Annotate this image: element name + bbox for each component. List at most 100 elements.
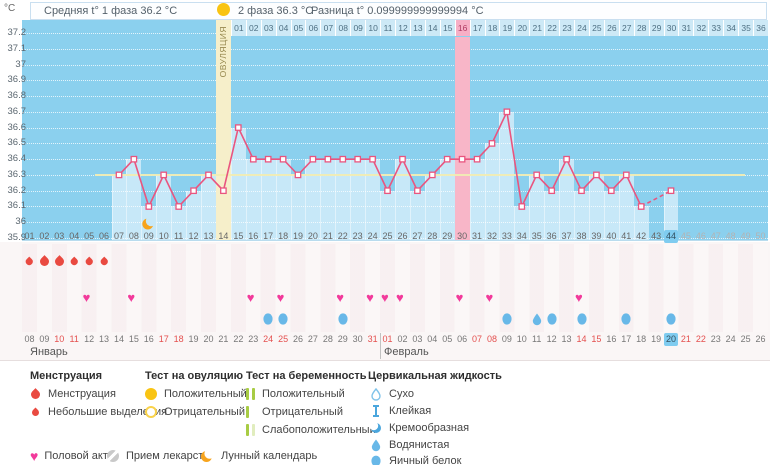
data-point[interactable]	[533, 171, 541, 179]
date-cell[interactable]: 23	[248, 334, 259, 344]
cycle-day-cell[interactable]: 49	[740, 231, 751, 241]
data-point[interactable]	[220, 187, 227, 195]
cycle-day-cell[interactable]: 28	[427, 231, 438, 241]
data-point[interactable]	[369, 155, 376, 163]
date-cell[interactable]: 12	[546, 334, 557, 344]
date-cell[interactable]: 24	[725, 334, 736, 344]
data-point[interactable]	[458, 155, 466, 163]
data-point[interactable]	[622, 171, 630, 179]
cycle-day-cell[interactable]: 32	[486, 231, 497, 241]
cycle-day-cell[interactable]: 10	[158, 231, 169, 241]
date-cell[interactable]: 14	[576, 334, 587, 344]
cycle-day-cell[interactable]: 27	[412, 231, 423, 241]
date-cell[interactable]: 06	[457, 334, 468, 344]
cycle-day-cell[interactable]: 07	[113, 231, 124, 241]
date-cell[interactable]: 14	[113, 334, 124, 344]
data-point[interactable]	[443, 155, 451, 163]
cycle-day-cell[interactable]: 16	[248, 231, 259, 241]
data-point[interactable]	[428, 171, 436, 179]
date-cell[interactable]: 18	[173, 334, 184, 344]
cycle-day-cell[interactable]: 46	[695, 231, 706, 241]
cycle-day-cell[interactable]: 35	[531, 231, 542, 241]
date-cell[interactable]: 16	[143, 334, 154, 344]
data-point[interactable]	[637, 203, 645, 210]
date-cell[interactable]: 10	[516, 334, 527, 344]
data-point[interactable]	[354, 155, 362, 163]
data-point[interactable]	[294, 171, 302, 179]
date-cell[interactable]: 22	[695, 334, 706, 344]
cycle-day-cell[interactable]: 06	[99, 231, 110, 241]
cycle-day-cell[interactable]: 34	[516, 231, 527, 241]
cycle-day-cell[interactable]: 21	[322, 231, 333, 241]
cycle-day-cell[interactable]: 33	[501, 231, 512, 241]
data-point[interactable]	[473, 155, 481, 163]
data-point[interactable]	[264, 155, 272, 163]
cycle-day-cell[interactable]: 50	[755, 231, 766, 241]
cycle-day-cell[interactable]: 48	[725, 231, 736, 241]
data-point[interactable]	[130, 155, 138, 163]
cycle-day-cell[interactable]: 17	[263, 231, 274, 241]
data-point[interactable]	[578, 187, 585, 195]
data-point[interactable]	[249, 155, 257, 163]
cycle-day-cell[interactable]: 41	[621, 231, 632, 241]
data-point[interactable]	[518, 203, 526, 210]
cycle-day-cell[interactable]: 29	[442, 231, 453, 241]
cycle-day-cell[interactable]: 23	[352, 231, 363, 241]
date-cell[interactable]: 21	[680, 334, 691, 344]
date-cell[interactable]: 16	[606, 334, 617, 344]
date-cell[interactable]: 24	[263, 334, 274, 344]
cycle-day-cell[interactable]: 22	[337, 231, 348, 241]
cycle-day-cell[interactable]: 02	[39, 231, 50, 241]
date-cell[interactable]: 08	[486, 334, 497, 344]
date-cell[interactable]: 09	[39, 334, 50, 344]
date-cell[interactable]: 12	[84, 334, 95, 344]
data-point[interactable]	[324, 155, 332, 163]
data-point[interactable]	[414, 187, 421, 195]
data-point[interactable]	[115, 171, 123, 179]
cycle-day-cell[interactable]: 40	[606, 231, 617, 241]
cycle-day-cell[interactable]: 38	[576, 231, 587, 241]
date-cell[interactable]: 20	[663, 333, 679, 346]
data-point[interactable]	[339, 155, 347, 163]
date-cell[interactable]: 17	[158, 334, 169, 344]
date-cell[interactable]: 27	[307, 334, 318, 344]
cycle-day-cell[interactable]: 25	[382, 231, 393, 241]
date-cell[interactable]: 22	[233, 334, 244, 344]
date-cell[interactable]: 20	[203, 334, 214, 344]
data-point[interactable]	[279, 155, 287, 163]
cycle-day-cell[interactable]: 42	[636, 231, 647, 241]
cycle-day-cell[interactable]: 05	[84, 231, 95, 241]
cycle-day-cell[interactable]: 08	[128, 231, 139, 241]
data-point[interactable]	[384, 187, 391, 195]
data-point[interactable]	[160, 171, 168, 179]
date-cell[interactable]: 15	[591, 334, 602, 344]
cycle-day-cell[interactable]: 44	[663, 230, 679, 243]
date-cell[interactable]: 21	[218, 334, 229, 344]
date-cell[interactable]: 23	[710, 334, 721, 344]
date-cell[interactable]: 09	[501, 334, 512, 344]
cycle-day-cell[interactable]: 18	[278, 231, 289, 241]
data-point[interactable]	[190, 187, 197, 195]
date-cell[interactable]: 31	[367, 334, 378, 344]
cycle-day-cell[interactable]: 20	[307, 231, 318, 241]
date-cell[interactable]: 30	[352, 334, 363, 344]
date-cell[interactable]: 03	[412, 334, 423, 344]
data-point[interactable]	[488, 140, 496, 147]
date-cell[interactable]: 19	[651, 334, 662, 344]
date-cell[interactable]: 17	[621, 334, 632, 344]
data-point[interactable]	[563, 155, 570, 163]
temperature-plot[interactable]: ОВУЛЯЦИЯ	[22, 20, 768, 241]
cycle-day-cell[interactable]: 01	[24, 231, 35, 241]
date-cell[interactable]: 10	[54, 334, 65, 344]
data-point[interactable]	[593, 171, 600, 179]
date-cell[interactable]: 04	[427, 334, 438, 344]
date-cell[interactable]: 13	[99, 334, 110, 344]
cycle-day-cell[interactable]: 14	[218, 231, 229, 241]
date-cell[interactable]: 13	[561, 334, 572, 344]
data-point[interactable]	[399, 155, 406, 163]
data-point[interactable]	[503, 108, 511, 116]
cycle-day-cell[interactable]: 47	[710, 231, 721, 241]
date-cell[interactable]: 25	[740, 334, 751, 344]
date-cell[interactable]: 26	[292, 334, 303, 344]
cycle-day-cell[interactable]: 13	[203, 231, 214, 241]
